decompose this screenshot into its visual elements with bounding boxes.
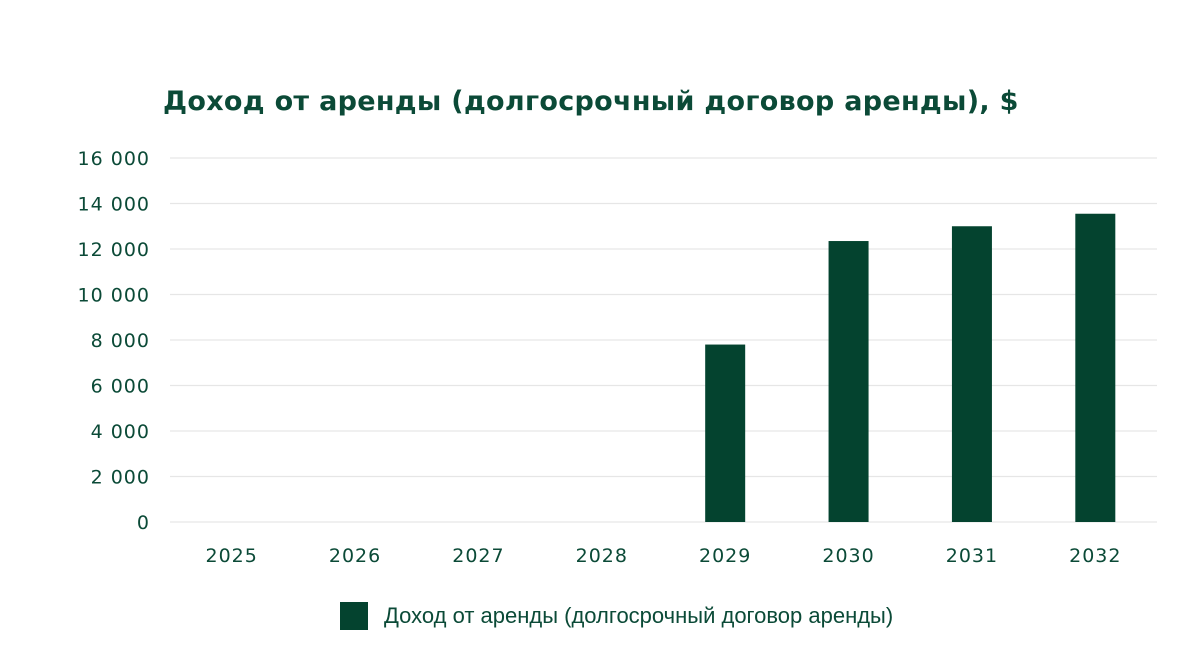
- y-tick-label: 2 000: [91, 467, 150, 489]
- x-tick-label: 2027: [452, 545, 504, 567]
- bar-2032: [1075, 213, 1116, 523]
- x-tick-label: 2028: [576, 545, 628, 567]
- y-tick-label: 14 000: [78, 194, 150, 216]
- chart-title: Доход от аренды (долгосрочный договор ар…: [163, 86, 1019, 117]
- x-tick-label: 2031: [946, 545, 998, 567]
- legend-swatch: [340, 602, 368, 630]
- y-tick-label: 4 000: [91, 421, 150, 443]
- y-tick-label: 6 000: [91, 376, 150, 398]
- x-tick-label: 2025: [206, 545, 258, 567]
- legend: Доход от аренды (долгосрочный договор ар…: [340, 602, 893, 630]
- y-tick-label: 0: [137, 512, 150, 534]
- x-tick-label: 2029: [699, 545, 751, 567]
- bar-2030: [828, 241, 869, 522]
- bar-2031: [951, 226, 992, 522]
- legend-label: Доход от аренды (долгосрочный договор ар…: [384, 603, 894, 628]
- x-tick-label: 2026: [329, 545, 381, 567]
- x-tick-label: 2030: [822, 545, 874, 567]
- y-tick-label: 10 000: [78, 285, 150, 307]
- bar-2029: [705, 344, 746, 522]
- y-tick-label: 16 000: [78, 148, 150, 170]
- gridlines: [170, 157, 1157, 523]
- y-tick-label: 12 000: [78, 239, 150, 261]
- x-axis-ticks: 2025 2026 2027 2028 2029 2030 2031 2032: [206, 545, 1121, 567]
- bars: [705, 213, 1116, 523]
- y-axis-ticks: 0 2 000 4 000 6 000 8 000 10 000 12 000 14 000 1…: [78, 148, 150, 534]
- x-tick-label: 2032: [1069, 545, 1121, 567]
- y-tick-label: 8 000: [91, 330, 150, 352]
